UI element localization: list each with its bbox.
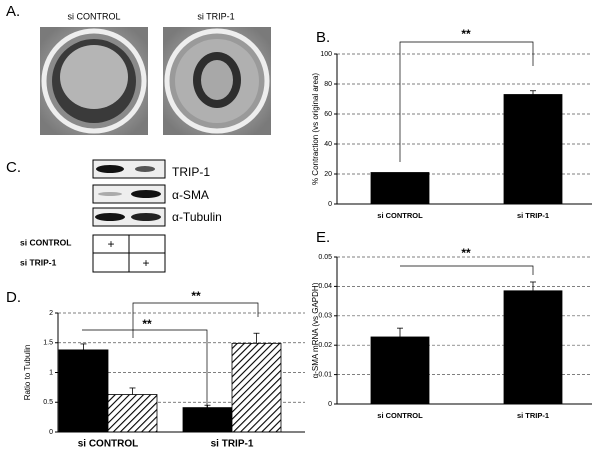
- annotation: **: [142, 317, 152, 331]
- bar: [107, 394, 158, 433]
- y-tick-label: 40: [324, 141, 332, 148]
- y-axis-label: % Contraction (vs original area): [311, 73, 320, 185]
- panel-label: A.: [6, 3, 20, 20]
- photo-label: si TRIP-1: [197, 11, 234, 21]
- bar: [182, 407, 233, 433]
- annotation: **: [191, 289, 201, 303]
- condition-label: si TRIP-1: [20, 257, 57, 267]
- y-tick-label: 0: [328, 201, 332, 208]
- condition-mark: +: [107, 237, 114, 251]
- x-tick-label: si CONTROL: [78, 439, 139, 450]
- panel-label: D.: [6, 289, 21, 306]
- western-blot: [92, 159, 166, 227]
- y-axis-label: α-SMA mRNA (vs GAPDH): [311, 282, 320, 378]
- x-tick-label: si TRIP-1: [211, 439, 254, 450]
- annotation: **: [461, 27, 471, 41]
- y-tick-label: 0.03: [318, 313, 332, 320]
- band-label: TRIP-1: [172, 165, 210, 179]
- y-tick-label: 20: [324, 171, 332, 178]
- x-tick-label: si TRIP-1: [517, 211, 549, 220]
- panel-label: C.: [6, 159, 21, 176]
- significance-bracket: [82, 329, 208, 422]
- bar: [370, 336, 430, 405]
- panel-label: B.: [316, 29, 330, 46]
- y-tick-label: 0.02: [318, 342, 332, 349]
- photo: [163, 27, 271, 135]
- significance-bracket: [400, 265, 534, 275]
- condition-label: si CONTROL: [20, 237, 71, 247]
- y-tick-label: 0: [49, 429, 53, 436]
- y-tick-label: 1.5: [43, 340, 53, 347]
- y-tick-label: 60: [324, 111, 332, 118]
- y-tick-label: 80: [324, 81, 332, 88]
- y-tick-label: 0.5: [43, 399, 53, 406]
- bar: [370, 172, 430, 205]
- y-tick-label: 0: [328, 401, 332, 408]
- y-tick-label: 0.01: [318, 371, 332, 378]
- bar: [231, 342, 282, 433]
- bar: [503, 94, 563, 205]
- condition-table: [92, 234, 166, 273]
- condition-mark: +: [142, 256, 149, 270]
- band-label: α-Tubulin: [172, 210, 222, 224]
- x-tick-label: si CONTROL: [377, 411, 423, 420]
- bar: [58, 349, 109, 433]
- y-tick-label: 100: [320, 51, 332, 58]
- y-tick-label: 0.05: [318, 254, 332, 261]
- y-tick-label: 0.04: [318, 283, 332, 290]
- significance-bracket: [399, 41, 534, 162]
- x-tick-label: si TRIP-1: [517, 411, 549, 420]
- significance-bracket: [132, 302, 259, 338]
- annotation: **: [461, 246, 471, 260]
- photo-label: si CONTROL: [67, 11, 120, 21]
- y-tick-label: 2: [49, 310, 53, 317]
- y-tick-label: 1: [49, 369, 53, 376]
- panel-label: E.: [316, 229, 330, 246]
- bar: [503, 290, 563, 405]
- band-label: α-SMA: [172, 188, 209, 202]
- x-tick-label: si CONTROL: [377, 211, 423, 220]
- y-axis-label: Ratio to Tubulin: [23, 345, 32, 401]
- photo: [40, 27, 148, 135]
